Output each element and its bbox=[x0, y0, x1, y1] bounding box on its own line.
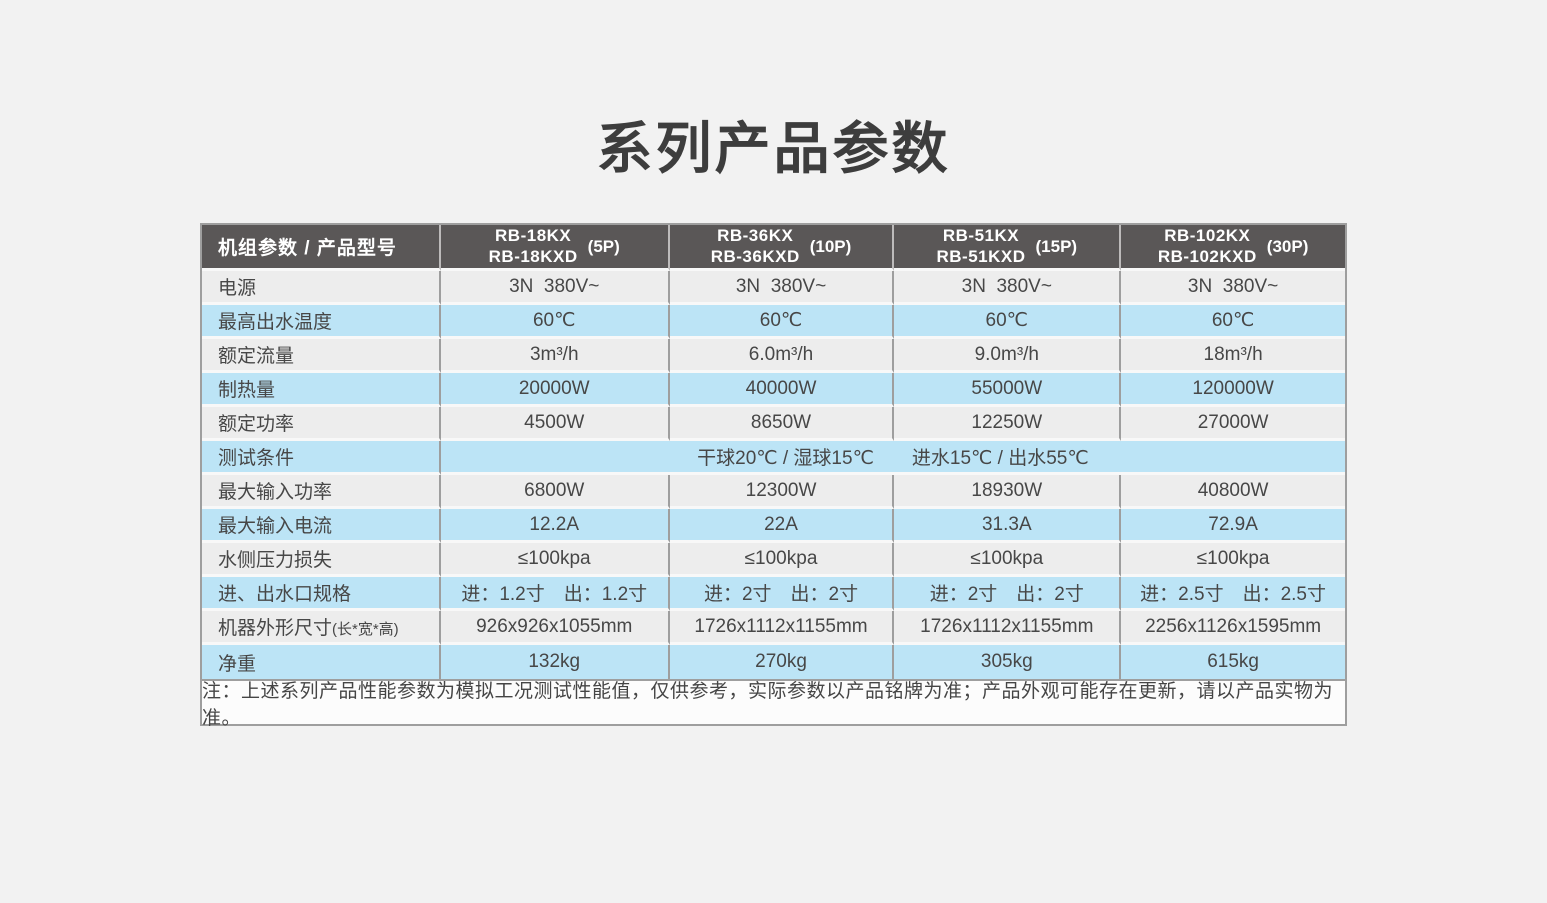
product-model-line1: RB-51KX bbox=[942, 226, 1020, 246]
page-title: 系列产品参数 bbox=[596, 117, 951, 180]
value-cell: 6.0m³/h bbox=[669, 339, 895, 373]
note-box: 注：上述系列产品性能参数为模拟工况测试性能值，仅供参考，实际参数以产品铭牌为准；… bbox=[200, 679, 1347, 729]
value-cell: 1726x1112x1155mm bbox=[894, 611, 1122, 645]
table-row-max-input-power: 最大输入功率 6800W 12300W 18930W 40800W bbox=[202, 475, 1345, 509]
value-cell: 270kg bbox=[669, 645, 895, 679]
row-label-cell: 进、出水口规格 bbox=[202, 577, 441, 611]
product-header-cell-rb36: RB-36KX RB-36KXD (10P) bbox=[669, 225, 895, 271]
value-cell: 3m³/h bbox=[440, 339, 670, 373]
value-cell: 进：2寸 出：2寸 bbox=[894, 577, 1122, 611]
table-row-test-conditions: 测试条件 干球20℃ / 湿球15℃ 进水15℃ / 出水55℃ bbox=[202, 441, 1345, 475]
note-text: 注：上述系列产品性能参数为模拟工况测试性能值，仅供参考，实际参数以产品铭牌为准；… bbox=[202, 680, 1334, 729]
value-cell: 进：1.2寸 出：1.2寸 bbox=[440, 577, 670, 611]
value-cell: 12300W bbox=[669, 475, 895, 509]
product-model-line2: RB-36KXD bbox=[710, 246, 800, 266]
product-model-line2: RB-51KXD bbox=[936, 246, 1026, 266]
row-label-cell: 最大输入功率 bbox=[202, 475, 441, 509]
table-row-water-pressure-loss: 水侧压力损失 ≤100kpa ≤100kpa ≤100kpa ≤100kpa bbox=[202, 543, 1345, 577]
spec-table-container: 机组参数 / 产品型号 RB-18KX RB-18KXD (5P) RB-36K… bbox=[200, 223, 1347, 681]
value-cell: 132kg bbox=[440, 645, 670, 679]
product-power-label: (10P) bbox=[809, 236, 852, 256]
value-cell: 3N 380V~ bbox=[1121, 271, 1345, 305]
row-label-cell: 电源 bbox=[202, 271, 441, 305]
value-cell: 60℃ bbox=[1121, 305, 1345, 339]
value-cell: 615kg bbox=[1121, 645, 1345, 679]
row-label-cell: 测试条件 bbox=[202, 441, 441, 475]
value-cell: 40800W bbox=[1121, 475, 1345, 509]
table-row-power-supply: 电源 3N 380V~ 3N 380V~ 3N 380V~ 3N 380V~ bbox=[202, 271, 1345, 305]
param-header-cell: 机组参数 / 产品型号 bbox=[202, 225, 441, 271]
table-row-dimensions: 机器外形尺寸(长*宽*高) 926x926x1055mm 1726x1112x1… bbox=[202, 611, 1345, 645]
product-model-line2: RB-18KXD bbox=[488, 246, 578, 266]
value-cell: 60℃ bbox=[894, 305, 1122, 339]
value-cell: 8650W bbox=[669, 407, 895, 441]
value-cell: ≤100kpa bbox=[440, 543, 670, 577]
value-cell: 12250W bbox=[894, 407, 1122, 441]
value-cell: 22A bbox=[669, 509, 895, 543]
value-cell: 进：2寸 出：2寸 bbox=[669, 577, 895, 611]
value-cell: ≤100kpa bbox=[894, 543, 1122, 577]
value-cell: 926x926x1055mm bbox=[440, 611, 670, 645]
value-cell: 3N 380V~ bbox=[440, 271, 670, 305]
product-header-cell-rb18: RB-18KX RB-18KXD (5P) bbox=[440, 225, 670, 271]
product-header-cell-rb102: RB-102KX RB-102KXD (30P) bbox=[1121, 225, 1345, 271]
row-label-cell: 净重 bbox=[202, 645, 441, 679]
row-label-cell: 额定功率 bbox=[202, 407, 441, 441]
table-row-net-weight: 净重 132kg 270kg 305kg 615kg bbox=[202, 645, 1345, 679]
product-power-label: (30P) bbox=[1266, 236, 1309, 256]
value-cell: 6800W bbox=[440, 475, 670, 509]
value-cell: 55000W bbox=[894, 373, 1122, 407]
product-header-cell-rb51: RB-51KX RB-51KXD (15P) bbox=[894, 225, 1122, 271]
product-model-line2: RB-102KXD bbox=[1157, 246, 1257, 266]
row-label-cell: 最高出水温度 bbox=[202, 305, 441, 339]
value-cell: 进：2.5寸 出：2.5寸 bbox=[1121, 577, 1345, 611]
value-cell: 60℃ bbox=[669, 305, 895, 339]
value-cell: 305kg bbox=[894, 645, 1122, 679]
value-cell: 31.3A bbox=[894, 509, 1122, 543]
table-row-rated-power: 额定功率 4500W 8650W 12250W 27000W bbox=[202, 407, 1345, 441]
value-cell: 3N 380V~ bbox=[894, 271, 1122, 305]
value-cell: 4500W bbox=[440, 407, 670, 441]
value-cell: 1726x1112x1155mm bbox=[669, 611, 895, 645]
product-model-line1: RB-18KX bbox=[495, 226, 572, 246]
value-cell: 40000W bbox=[669, 373, 895, 407]
product-model-line1: RB-102KX bbox=[1164, 226, 1251, 246]
value-cell: 72.9A bbox=[1121, 509, 1345, 543]
value-cell: 27000W bbox=[1121, 407, 1345, 441]
value-cell: 18m³/h bbox=[1121, 339, 1345, 373]
table-row-rated-flow: 额定流量 3m³/h 6.0m³/h 9.0m³/h 18m³/h bbox=[202, 339, 1345, 373]
spec-table: 机组参数 / 产品型号 RB-18KX RB-18KXD (5P) RB-36K… bbox=[202, 225, 1345, 679]
table-row-port-spec: 进、出水口规格 进：1.2寸 出：1.2寸 进：2寸 出：2寸 进：2寸 出：2… bbox=[202, 577, 1345, 611]
row-label-cell: 制热量 bbox=[202, 373, 441, 407]
value-cell: 12.2A bbox=[440, 509, 670, 543]
value-cell: 3N 380V~ bbox=[669, 271, 895, 305]
row-label-cell: 水侧压力损失 bbox=[202, 543, 441, 577]
row-label-cell: 最大输入电流 bbox=[202, 509, 441, 543]
product-power-label: (15P) bbox=[1035, 236, 1078, 256]
value-cell: 120000W bbox=[1121, 373, 1345, 407]
value-cell: 9.0m³/h bbox=[894, 339, 1122, 373]
value-cell: 20000W bbox=[440, 373, 670, 407]
value-cell: 18930W bbox=[894, 475, 1122, 509]
value-cell: ≤100kpa bbox=[1121, 543, 1345, 577]
merged-value-cell: 干球20℃ / 湿球15℃ 进水15℃ / 出水55℃ bbox=[440, 441, 1345, 475]
row-label-text: 机器外形尺寸 bbox=[218, 618, 333, 639]
value-cell: ≤100kpa bbox=[669, 543, 895, 577]
table-row-heating-capacity: 制热量 20000W 40000W 55000W 120000W bbox=[202, 373, 1345, 407]
value-cell: 60℃ bbox=[440, 305, 670, 339]
product-model-line1: RB-36KX bbox=[717, 226, 794, 246]
row-label-suffix: (长*宽*高) bbox=[332, 621, 399, 638]
value-cell: 2256x1126x1595mm bbox=[1121, 611, 1345, 645]
table-row-max-input-current: 最大输入电流 12.2A 22A 31.3A 72.9A bbox=[202, 509, 1345, 543]
table-header-row: 机组参数 / 产品型号 RB-18KX RB-18KXD (5P) RB-36K… bbox=[202, 225, 1345, 271]
product-power-label: (5P) bbox=[587, 236, 620, 256]
row-label-cell: 额定流量 bbox=[202, 339, 441, 373]
table-row-max-outlet-temp: 最高出水温度 60℃ 60℃ 60℃ 60℃ bbox=[202, 305, 1345, 339]
row-label-cell: 机器外形尺寸(长*宽*高) bbox=[202, 611, 441, 645]
